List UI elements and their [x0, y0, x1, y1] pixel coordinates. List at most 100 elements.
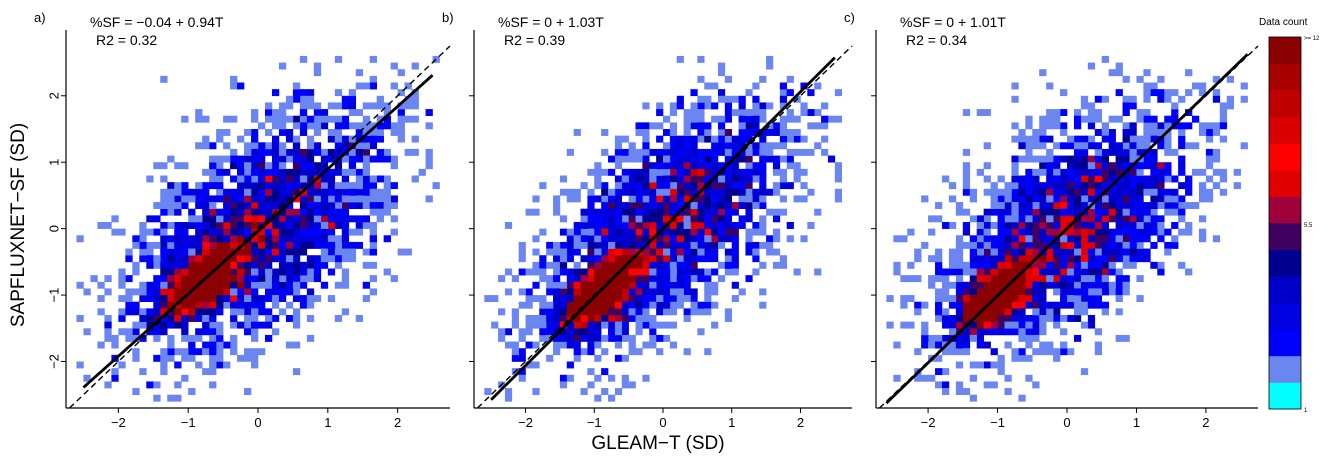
- heat-cell: [649, 295, 657, 303]
- heat-cell: [1053, 268, 1061, 276]
- heat-cell: [181, 281, 189, 289]
- heat-cell: [258, 162, 266, 170]
- heat-cell: [1067, 155, 1075, 163]
- heat-cell: [209, 168, 217, 176]
- heat-cell: [1039, 268, 1047, 276]
- heat-cell: [160, 361, 168, 369]
- heat-cell: [237, 215, 245, 223]
- heat-cell: [188, 195, 196, 203]
- heat-cell: [642, 281, 650, 289]
- heat-cell: [181, 188, 189, 196]
- heat-cell: [669, 235, 678, 243]
- heat-cell: [779, 95, 788, 103]
- heat-cell: [1143, 69, 1151, 77]
- heat-cell: [1115, 62, 1123, 70]
- heat-cell: [1073, 135, 1082, 143]
- heat-cell: [1025, 341, 1033, 349]
- heat-cell: [160, 175, 168, 183]
- heat-cell: [153, 301, 161, 309]
- heat-cell: [209, 215, 217, 223]
- heat-cell: [1108, 202, 1116, 210]
- heat-cell: [1087, 109, 1096, 117]
- heat-cell: [362, 82, 371, 90]
- heat-cell: [1122, 75, 1130, 83]
- heat-cell: [292, 255, 301, 263]
- heat-cell: [1025, 268, 1033, 276]
- heat-cell: [181, 328, 189, 336]
- heat-cell: [690, 222, 698, 229]
- heat-cell: [738, 142, 746, 150]
- heat-cell: [1011, 175, 1019, 183]
- heat-cell: [745, 248, 753, 256]
- heat-cell: [976, 321, 984, 329]
- heat-cell: [697, 255, 705, 263]
- heat-cell: [313, 215, 322, 223]
- heat-cell: [745, 148, 753, 156]
- heat-cell: [306, 288, 315, 296]
- heat-cell: [244, 261, 252, 269]
- heat-cell: [1122, 241, 1130, 249]
- heat-cell: [237, 175, 245, 183]
- heat-cell: [976, 295, 984, 303]
- heat-cell: [1039, 162, 1047, 170]
- heat-cell: [955, 202, 964, 210]
- heat-cell: [962, 109, 971, 117]
- heat-cell: [900, 295, 908, 303]
- heat-cell: [167, 261, 175, 269]
- heat-cell: [292, 275, 301, 283]
- heat-cell: [334, 281, 343, 289]
- heat-cell: [504, 341, 513, 349]
- heat-cell: [153, 328, 161, 336]
- heat-cell: [704, 228, 712, 236]
- heat-cell: [635, 255, 643, 263]
- heat-cell: [834, 115, 842, 123]
- heat-cell: [969, 361, 978, 369]
- heat-cell: [1108, 175, 1116, 183]
- heat-cell: [1171, 89, 1179, 97]
- heat-cell: [397, 69, 405, 77]
- heat-cell: [997, 315, 1005, 322]
- heat-cell: [202, 215, 210, 223]
- heat-cell: [1115, 222, 1123, 229]
- heat-cell: [1032, 261, 1040, 269]
- heat-cell: [800, 235, 808, 243]
- heat-cell: [997, 241, 1005, 249]
- heat-cell: [955, 295, 964, 303]
- heat-cell: [146, 321, 154, 329]
- heat-cell: [111, 215, 119, 223]
- heat-cell: [1011, 222, 1019, 229]
- heat-cell: [976, 168, 984, 176]
- heat-cell: [642, 275, 650, 283]
- heat-cell: [1011, 328, 1019, 336]
- heat-cell: [676, 288, 684, 296]
- heat-cell: [251, 148, 259, 156]
- heat-cell: [1129, 241, 1137, 249]
- heat-cell: [1004, 248, 1012, 256]
- heat-cell: [1087, 268, 1096, 276]
- heat-cell: [573, 281, 581, 289]
- heat-cell: [251, 348, 259, 356]
- heat-cell: [181, 235, 189, 243]
- heat-cell: [153, 308, 161, 316]
- heat-cell: [1150, 241, 1158, 249]
- heat-cell: [216, 228, 224, 236]
- heat-cell: [251, 275, 259, 283]
- heat-cell: [1004, 374, 1012, 382]
- heat-cell: [580, 235, 588, 243]
- heat-cell: [1101, 162, 1109, 170]
- heat-cell: [132, 334, 140, 342]
- heat-cell: [608, 261, 616, 269]
- heat-cell: [209, 308, 217, 316]
- heat-cell: [258, 275, 266, 283]
- heat-cell: [717, 135, 726, 143]
- heat-cell: [369, 288, 377, 296]
- heat-cell: [223, 202, 231, 210]
- heat-cell: [724, 308, 733, 316]
- heat-cell: [202, 288, 210, 296]
- heat-cell: [1143, 228, 1151, 236]
- heat-cell: [976, 241, 984, 249]
- heat-cell: [271, 315, 280, 322]
- heat-cell: [935, 354, 943, 362]
